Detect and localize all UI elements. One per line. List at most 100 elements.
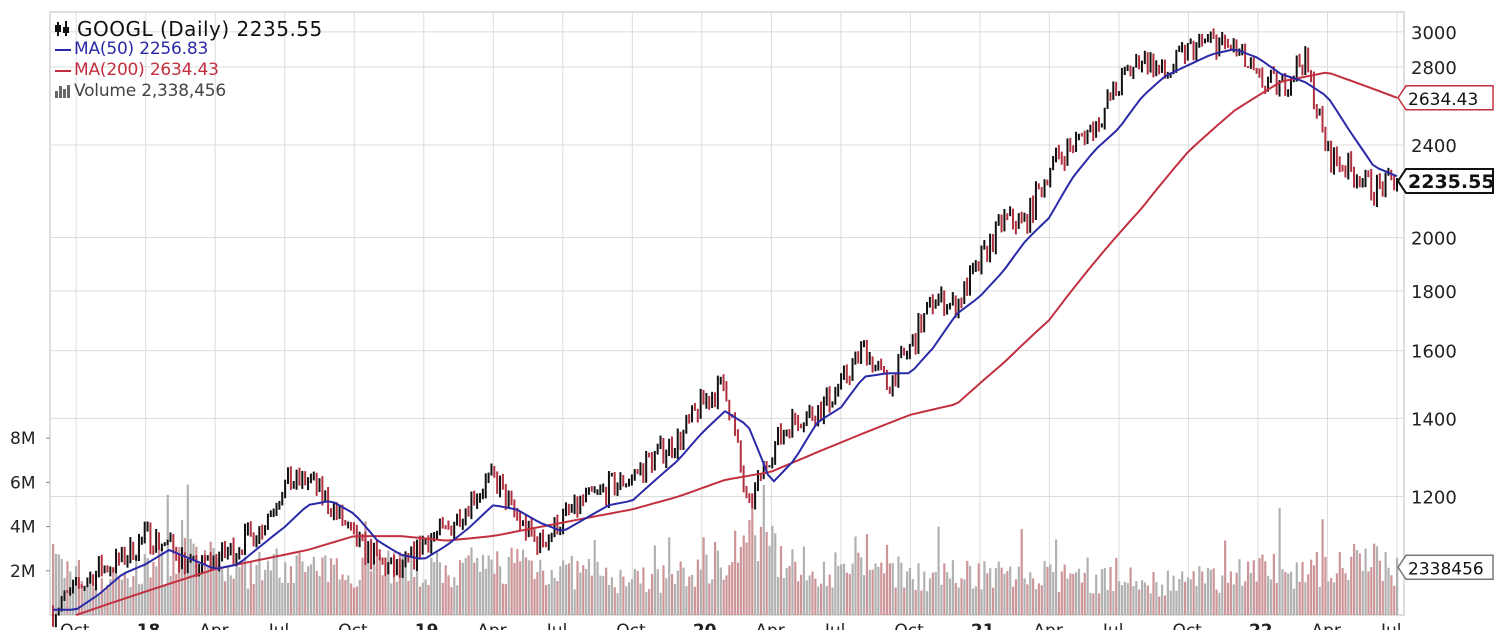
- volume-bar: [1092, 593, 1095, 615]
- volume-bar: [226, 566, 230, 615]
- volume-bar: [1301, 562, 1304, 615]
- volume-bar: [977, 563, 980, 615]
- volume-bar: [1298, 581, 1301, 615]
- volume-bar: [645, 592, 648, 615]
- volume-bar: [438, 562, 442, 615]
- volume-bar: [1304, 582, 1307, 615]
- volume-bar: [636, 570, 639, 615]
- volume-bar: [198, 571, 201, 615]
- volume-bar: [871, 569, 874, 615]
- volume-bar: [668, 537, 671, 615]
- volume-bar: [203, 550, 207, 615]
- volume-bar: [398, 552, 401, 615]
- volume-bar: [1161, 584, 1164, 615]
- volume-bar: [997, 561, 1000, 615]
- volume-bar: [762, 484, 765, 615]
- volume-bars: [52, 484, 1399, 615]
- volume-bar: [736, 562, 740, 615]
- volume-bar: [1381, 581, 1384, 615]
- volume-bar: [1034, 589, 1038, 615]
- volume-bar: [146, 558, 149, 615]
- volume-bar: [137, 584, 141, 615]
- volume-bar: [1244, 581, 1247, 615]
- volume-bar: [650, 573, 654, 615]
- legend-volume-row: Volume 2,338,456: [55, 81, 323, 102]
- legend-ma50-row: MA(50) 2256.83: [55, 39, 323, 60]
- volume-bar: [834, 552, 837, 615]
- volume-bar: [693, 586, 697, 615]
- volume-bar: [80, 580, 83, 615]
- volume-bar: [52, 543, 55, 615]
- volume-bar: [911, 579, 914, 615]
- volume-bar: [1252, 560, 1255, 615]
- volume-bar: [281, 582, 284, 615]
- volume-bar: [885, 544, 889, 615]
- volume-bar: [1364, 548, 1367, 615]
- volume-bar: [980, 589, 983, 615]
- volume-bar: [393, 552, 396, 615]
- volume-bar: [817, 586, 820, 615]
- volume-bar: [1367, 571, 1370, 615]
- volume-bar: [1063, 564, 1066, 615]
- volume-bar: [72, 585, 75, 615]
- volume-tick-label: 6M: [10, 473, 35, 493]
- volume-bar: [1390, 575, 1393, 615]
- price-tick-label: 1200: [1411, 488, 1457, 509]
- volume-bar: [920, 590, 923, 615]
- volume-bar: [1344, 573, 1347, 615]
- volume-bar: [92, 587, 95, 615]
- volume-bar: [1281, 569, 1284, 615]
- time-tick-label: 22: [1249, 621, 1273, 630]
- volume-bar: [1192, 571, 1195, 615]
- volume-bar: [221, 567, 224, 615]
- volume-bar: [501, 583, 505, 615]
- volume-bar: [490, 559, 493, 615]
- volume-bar: [1384, 551, 1387, 615]
- volume-bar: [974, 586, 977, 615]
- price-tag-box: [1396, 168, 1494, 195]
- volume-bar: [1106, 589, 1109, 615]
- time-tick-label: Oct: [60, 621, 90, 630]
- volume-bar: [862, 575, 866, 615]
- volume-bar: [1140, 580, 1144, 615]
- volume-bar: [341, 574, 344, 615]
- volume-bar: [593, 539, 596, 615]
- volume-bar: [679, 561, 682, 615]
- price-axis: 1200 1400 1600 1800 2000 2400 2800 3000: [50, 23, 1457, 509]
- volume-bar: [1181, 571, 1184, 615]
- volume-bar: [266, 560, 270, 615]
- volume-bar: [639, 583, 642, 615]
- volume-bar: [436, 552, 439, 615]
- volume-bar: [1278, 508, 1281, 615]
- volume-bar: [1077, 568, 1081, 615]
- volume-bar: [711, 579, 714, 615]
- volume-bar: [748, 520, 751, 615]
- volume-bar: [1215, 589, 1218, 615]
- volume-bar: [908, 567, 912, 615]
- volume-bar: [120, 579, 123, 615]
- volume-bar: [828, 574, 831, 615]
- volume-bar: [728, 565, 731, 615]
- volume-bar: [745, 542, 748, 615]
- volume-bar: [487, 555, 490, 615]
- volume-bar: [415, 549, 419, 615]
- volume-bar: [117, 577, 121, 615]
- volume-bar: [1006, 571, 1009, 615]
- volume-bar: [135, 553, 138, 615]
- volume-bar: [1287, 573, 1290, 615]
- volume-bar: [172, 553, 175, 615]
- volume-bar: [897, 556, 900, 615]
- volume-bar: [109, 579, 112, 615]
- volume-bar: [229, 575, 232, 615]
- volume-bar: [275, 548, 278, 615]
- volume-bar: [381, 575, 384, 615]
- volume-bar: [1235, 572, 1238, 615]
- volume-bar: [395, 581, 399, 615]
- volume-bar: [1026, 584, 1029, 615]
- volume-bar: [169, 575, 172, 615]
- volume-bar: [1370, 567, 1373, 615]
- volume-bar: [249, 562, 252, 615]
- volume-bar: [1221, 575, 1224, 615]
- volume-bar: [453, 577, 456, 615]
- volume-bar: [1275, 583, 1278, 615]
